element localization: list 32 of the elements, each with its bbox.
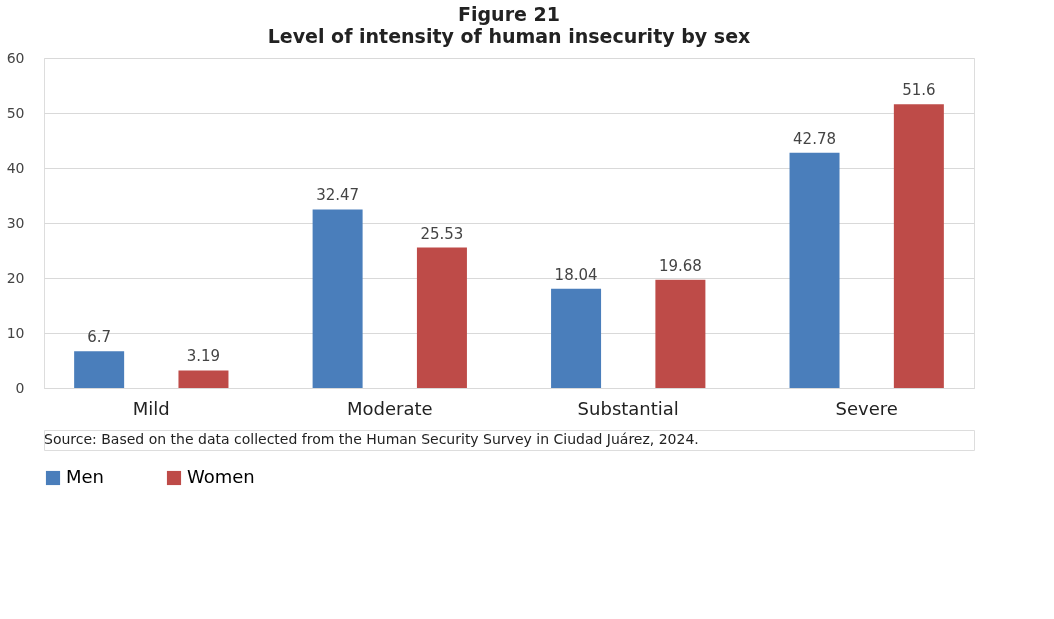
data-label: 3.19 (186, 347, 221, 366)
data-label: 25.53 (420, 224, 464, 243)
data-label: 32.47 (316, 186, 360, 205)
y-tick-label: 40 (6, 159, 25, 176)
x-tick-label: Substantial (577, 397, 679, 419)
x-tick-label: Severe (835, 397, 898, 419)
bar (74, 351, 125, 388)
bar (178, 370, 229, 388)
data-label: 19.68 (658, 256, 702, 275)
bar (655, 279, 706, 388)
y-tick-label: 0 (15, 379, 25, 396)
y-tick-label: 60 (6, 49, 25, 66)
x-tick-label: Moderate (346, 397, 433, 419)
bar (893, 104, 944, 388)
chart-title: Figure 21 (458, 3, 560, 25)
data-label: 6.7 (87, 328, 112, 347)
y-tick-label: 30 (6, 214, 25, 231)
y-tick-label: 50 (6, 104, 25, 121)
bar (312, 209, 363, 388)
data-label: 42.78 (793, 129, 837, 148)
legend-label: Women (187, 466, 255, 487)
legend-label: Men (66, 466, 105, 487)
chart-subtitle: Level of intensity of human insecurity by sex (267, 25, 751, 47)
bar (789, 152, 840, 388)
x-tick-label: Mild (132, 397, 170, 419)
y-tick-label: 20 (6, 269, 25, 286)
bar (551, 288, 602, 388)
source-note: Source: Based on the data collected from the Human Security Survey in Ciudad Juárez, 2024. (44, 431, 699, 447)
y-tick-label: 10 (6, 324, 25, 341)
data-label: 51.6 (902, 81, 936, 100)
data-label: 18.04 (554, 265, 598, 284)
bar (416, 247, 467, 388)
